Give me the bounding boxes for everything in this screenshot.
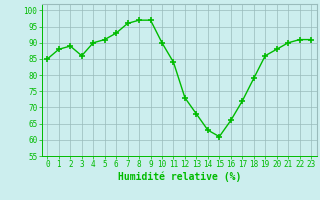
X-axis label: Humidité relative (%): Humidité relative (%) <box>117 172 241 182</box>
